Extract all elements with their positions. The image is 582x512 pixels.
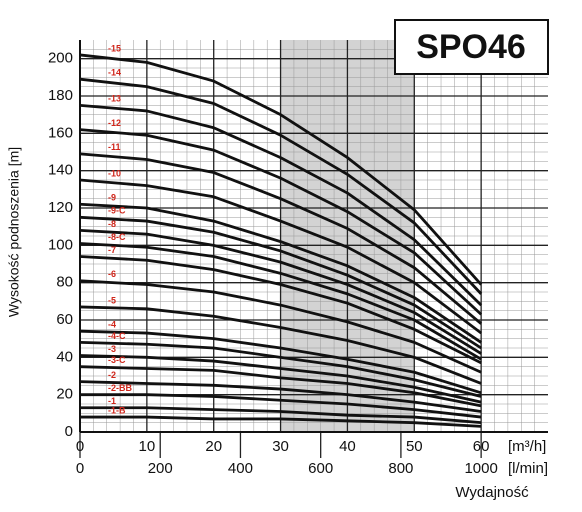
curve-label: -1-B [108, 405, 126, 415]
x2-tick-label: 400 [228, 460, 253, 477]
curve-label: -1 [108, 396, 116, 406]
pump-curve [79, 202, 482, 344]
curve-label: -13 [108, 94, 121, 104]
pump-curve [79, 103, 483, 307]
pump-curve [79, 128, 483, 316]
pump-curve [80, 393, 482, 419]
pump-curve [80, 415, 482, 428]
curve-label: -5 [108, 295, 116, 305]
pump-curve [79, 178, 482, 335]
y-tick-label: 120 [48, 199, 73, 216]
x2-tick-label: 200 [148, 460, 173, 477]
x-tick-label: 40 [339, 438, 356, 455]
curve-label: -3 [108, 344, 116, 354]
chart-title: SPO46 [416, 28, 526, 66]
y-tick-label: 40 [56, 348, 73, 365]
pump-curve [79, 279, 482, 374]
curve-label: -2-BB [108, 383, 132, 393]
pump-curve [79, 341, 482, 398]
y-tick-label: 20 [56, 386, 73, 403]
curve-label: -9 [108, 193, 116, 203]
x2-tick-label: 0 [76, 460, 84, 477]
curve-label: -12 [108, 118, 121, 128]
x-tick-label: 10 [139, 438, 156, 455]
curve-label: -8-C [108, 232, 126, 242]
x-tick-label: 30 [272, 438, 289, 455]
pump-curve [79, 365, 482, 408]
y-tick-label: 60 [56, 311, 73, 328]
pump-curve [79, 242, 482, 361]
plot-layer: -15-14-13-12-11-10-9-9-C-8-8-C-7-6-5-4-4… [79, 40, 548, 458]
pump-curve [80, 406, 482, 425]
curve-label: -8 [108, 219, 116, 229]
x2-tick-label: 800 [388, 460, 413, 477]
curve-label: -3-C [108, 355, 126, 365]
y-tick-label: 180 [48, 87, 73, 104]
pump-curve [79, 77, 483, 295]
x-unit: [m³/h] [508, 438, 546, 455]
x2-tick-label: 1000 [464, 460, 497, 477]
y-tick-label: 200 [48, 50, 73, 67]
pump-curve [79, 152, 483, 325]
x-tick-label: 20 [205, 438, 222, 455]
pump-curve [79, 229, 482, 355]
x-axis-label: Wydajność [455, 484, 529, 501]
curve-label: -10 [108, 168, 121, 178]
curve-label: -2 [108, 370, 116, 380]
pump-curve [79, 380, 482, 413]
curve-label: -15 [108, 43, 121, 53]
curve-label: -9-C [108, 206, 126, 216]
x-tick-label: 60 [473, 438, 490, 455]
curve-label: -7 [108, 245, 116, 255]
pump-curve [79, 255, 482, 365]
pump-curve [79, 354, 482, 404]
x2-tick-label: 600 [308, 460, 333, 477]
y-tick-label: 0 [65, 423, 73, 440]
y-axis-label: Wysokość podnoszenia [m] [6, 147, 22, 317]
y-tick-label: 160 [48, 124, 73, 141]
pump-curve [79, 305, 482, 385]
title-box [394, 19, 549, 75]
y-tick-label: 100 [48, 236, 73, 253]
y-tick-label: 140 [48, 162, 73, 179]
x-tick-label: 0 [76, 438, 84, 455]
curve-label: -6 [108, 269, 116, 279]
pump-curve [79, 53, 483, 286]
curve-label: -11 [108, 142, 121, 152]
y-tick-label: 80 [56, 274, 73, 291]
pump-curve [79, 329, 482, 395]
x-tick-label: 50 [406, 438, 423, 455]
curve-label: -14 [108, 68, 121, 78]
x2-unit: [l/min] [508, 460, 548, 477]
pump-curve [79, 215, 482, 350]
curve-label: -4 [108, 320, 116, 330]
curve-label: -4-C [108, 331, 126, 341]
